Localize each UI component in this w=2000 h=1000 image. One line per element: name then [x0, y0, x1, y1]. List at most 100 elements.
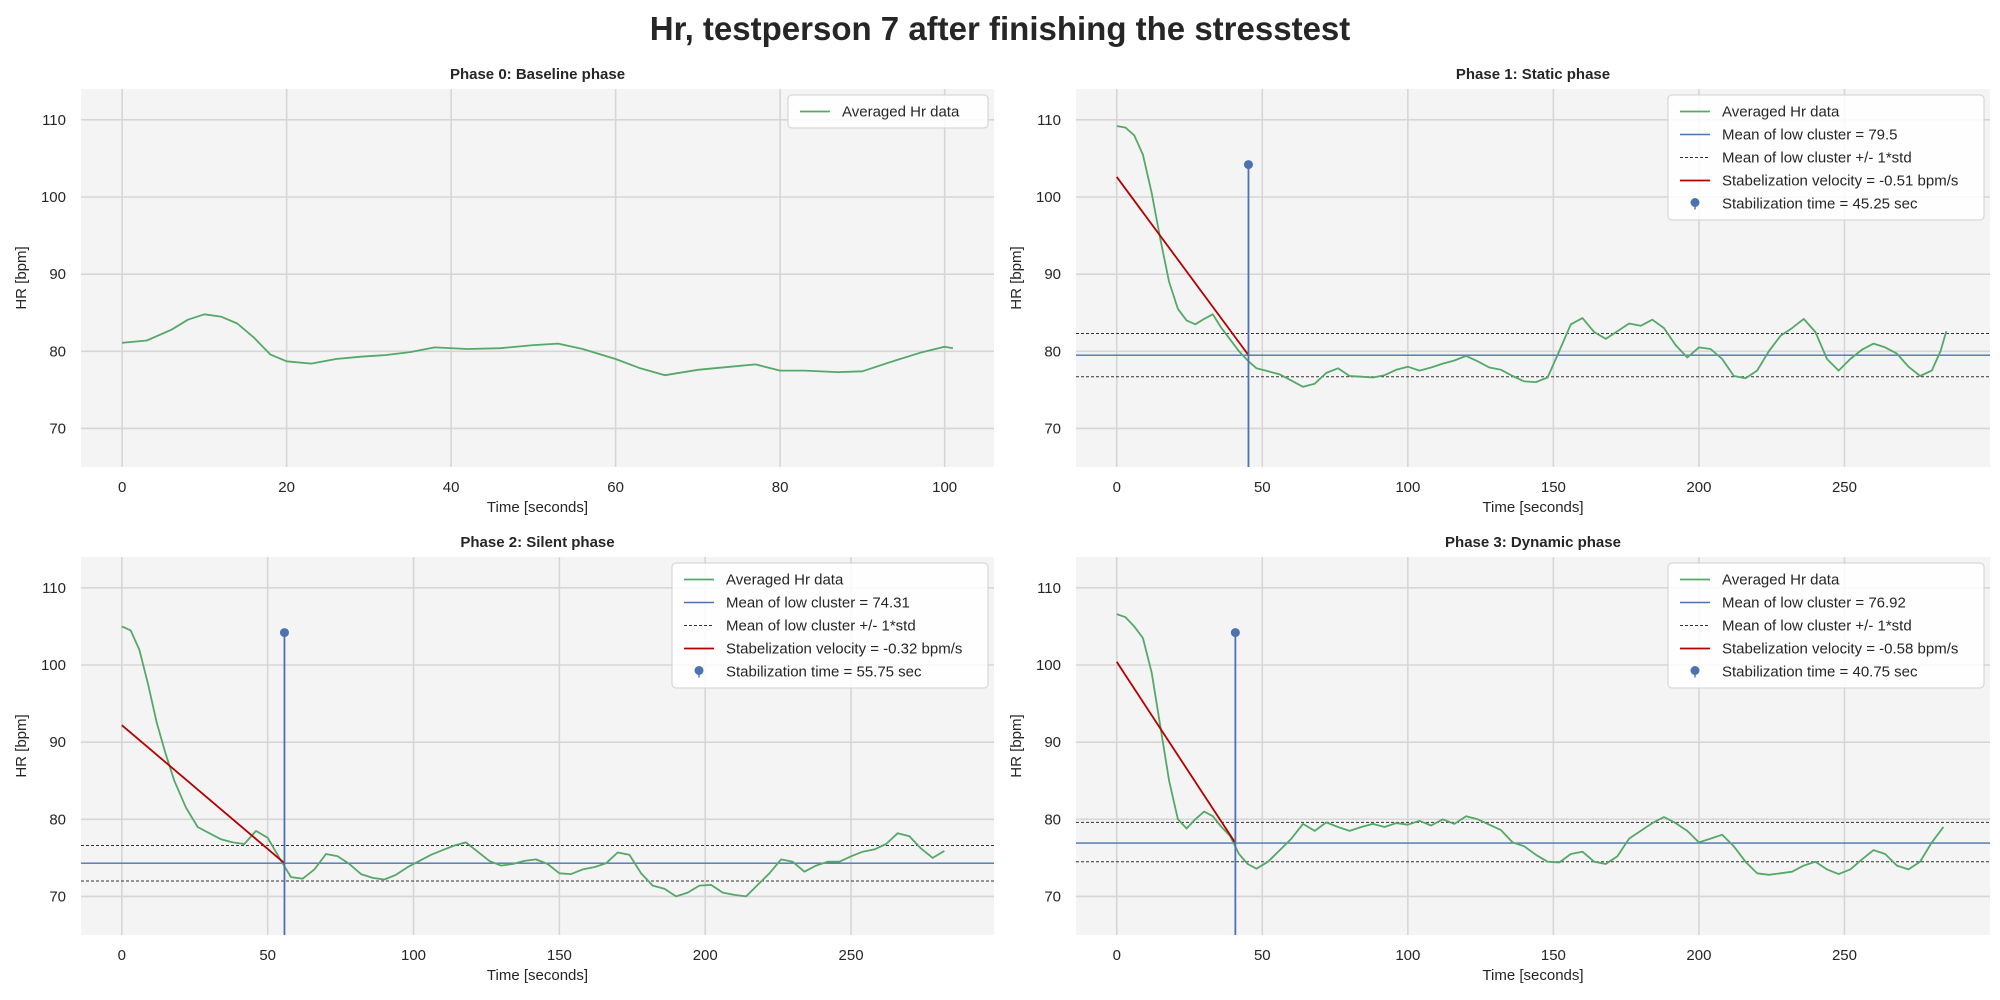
panel-title: Phase 2: Silent phase — [460, 534, 614, 551]
x-tick-label: 250 — [1832, 947, 1857, 964]
x-tick-label: 60 — [607, 479, 624, 496]
legend-label: Mean of low cluster +/- 1*std — [1722, 150, 1912, 167]
legend-label: Averaged Hr data — [726, 572, 844, 589]
chart-panel-0: 0 20 40 60 80 100 70 80 90 100 110 Phase 0: Baselin… — [13, 66, 994, 516]
x-tick-label: 200 — [693, 947, 718, 964]
velocity-line — [1115, 661, 1237, 844]
hr-data-line — [121, 625, 945, 898]
y-tick-label: 100 — [41, 657, 66, 674]
y-tick-label: 110 — [1037, 112, 1061, 129]
x-tick-label: 250 — [1832, 479, 1857, 496]
chart-panel-1: 0 50 100 150 200 250 70 80 90 100 110 Phase 1: Stat… — [1008, 66, 1990, 516]
x-tick-label: 0 — [118, 947, 126, 964]
legend: Averaged Hr data Mean of low cluster = 76… — [1667, 562, 1985, 689]
stabilization-marker — [1243, 160, 1253, 170]
figure-title: Hr, testperson 7 after finishing the str… — [649, 10, 1351, 47]
x-axis-label: Time [seconds] — [1482, 499, 1583, 516]
x-tick-label: 150 — [547, 947, 572, 964]
chart-panel-3: 0 50 100 150 200 250 70 80 90 100 110 Phase 3: Dyna… — [1008, 534, 1990, 984]
x-tick-label: 200 — [1686, 479, 1711, 496]
y-tick-label: 110 — [1037, 580, 1061, 597]
x-tick-label: 50 — [1254, 479, 1271, 496]
stabilization-marker — [279, 628, 289, 638]
y-axis-label: HR [bpm] — [1008, 714, 1025, 777]
x-tick-label: 50 — [1254, 947, 1271, 964]
y-tick-label: 100 — [1036, 657, 1061, 674]
x-tick-label: 250 — [839, 947, 864, 964]
y-tick-label: 110 — [42, 580, 66, 597]
legend-label: Mean of low cluster = 74.31 — [726, 595, 910, 612]
legend-label: Mean of low cluster = 79.5 — [1722, 127, 1898, 144]
legend-box — [1667, 562, 1985, 689]
x-tick-label: 20 — [278, 479, 295, 496]
panel-title: Phase 0: Baseline phase — [450, 66, 625, 83]
y-tick-label: 70 — [1044, 888, 1061, 905]
hr-data-line — [1116, 125, 1948, 388]
y-tick-label: 70 — [49, 420, 66, 437]
hr-data-line — [1116, 613, 1945, 876]
y-tick-label: 80 — [49, 811, 66, 828]
y-tick-label: 80 — [1044, 343, 1061, 360]
velocity-line — [121, 724, 286, 864]
legend-label: Averaged Hr data — [1722, 572, 1840, 589]
y-tick-label: 90 — [49, 266, 66, 283]
legend-label: Stabelization velocity = -0.51 bpm/s — [1722, 173, 1958, 190]
velocity-line — [1116, 176, 1250, 356]
y-tick-label: 100 — [1036, 189, 1061, 206]
x-tick-label: 100 — [1395, 947, 1420, 964]
x-tick-label: 100 — [401, 947, 426, 964]
x-axis-label: Time [seconds] — [487, 967, 588, 984]
legend-label: Averaged Hr data — [842, 104, 960, 121]
y-tick-label: 90 — [49, 734, 66, 751]
legend-handle-marker — [1690, 666, 1700, 675]
plot-content — [122, 313, 954, 377]
panel-title: Phase 1: Static phase — [1456, 66, 1610, 83]
x-tick-label: 150 — [1541, 947, 1566, 964]
plot-content — [1076, 613, 1990, 935]
y-axis-label: HR [bpm] — [1008, 246, 1025, 309]
y-tick-label: 80 — [1044, 811, 1061, 828]
y-tick-label: 90 — [1044, 734, 1061, 751]
x-axis-label: Time [seconds] — [487, 499, 588, 516]
y-tick-label: 100 — [41, 189, 66, 206]
chart-panel-2: 0 50 100 150 200 250 70 80 90 100 110 Phase 2: Sile… — [13, 534, 994, 984]
x-tick-label: 80 — [772, 479, 789, 496]
hr-data-line — [122, 313, 954, 377]
legend-label: Stabilization time = 55.75 sec — [726, 664, 922, 681]
x-tick-label: 50 — [259, 947, 276, 964]
plot-area — [81, 89, 994, 467]
y-tick-label: 70 — [1044, 420, 1061, 437]
x-tick-label: 100 — [932, 479, 957, 496]
legend: Averaged Hr data Mean of low cluster = 74… — [671, 562, 989, 689]
y-tick-label: 110 — [42, 112, 66, 129]
x-tick-label: 0 — [1113, 479, 1121, 496]
x-tick-label: 0 — [118, 479, 126, 496]
x-tick-label: 150 — [1541, 479, 1566, 496]
legend: Averaged Hr data — [787, 94, 989, 129]
legend-label: Stabilization time = 45.25 sec — [1722, 196, 1918, 213]
legend-label: Mean of low cluster = 76.92 — [1722, 595, 1906, 612]
legend-label: Mean of low cluster +/- 1*std — [726, 618, 916, 635]
y-tick-label: 80 — [49, 343, 66, 360]
legend-label: Stabelization velocity = -0.32 bpm/s — [726, 641, 962, 658]
plot-content — [81, 625, 994, 935]
y-axis-label: HR [bpm] — [13, 714, 30, 777]
legend: Averaged Hr data Mean of low cluster = 79… — [1667, 94, 1985, 221]
x-tick-label: 100 — [1395, 479, 1420, 496]
y-axis-label: HR [bpm] — [13, 246, 30, 309]
y-tick-label: 70 — [49, 888, 66, 905]
x-tick-label: 200 — [1686, 947, 1711, 964]
legend-label: Stabelization velocity = -0.58 bpm/s — [1722, 641, 1958, 658]
plot-content — [1076, 125, 1990, 467]
legend-label: Averaged Hr data — [1722, 104, 1840, 121]
stabilization-marker — [1230, 628, 1240, 638]
x-tick-label: 40 — [443, 479, 460, 496]
legend-handle-marker — [1690, 198, 1700, 207]
legend-label: Mean of low cluster +/- 1*std — [1722, 618, 1912, 635]
x-tick-label: 0 — [1113, 947, 1121, 964]
y-tick-label: 90 — [1044, 266, 1061, 283]
panel-title: Phase 3: Dynamic phase — [1445, 534, 1621, 551]
x-axis-label: Time [seconds] — [1482, 967, 1583, 984]
legend-box — [1667, 94, 1985, 221]
